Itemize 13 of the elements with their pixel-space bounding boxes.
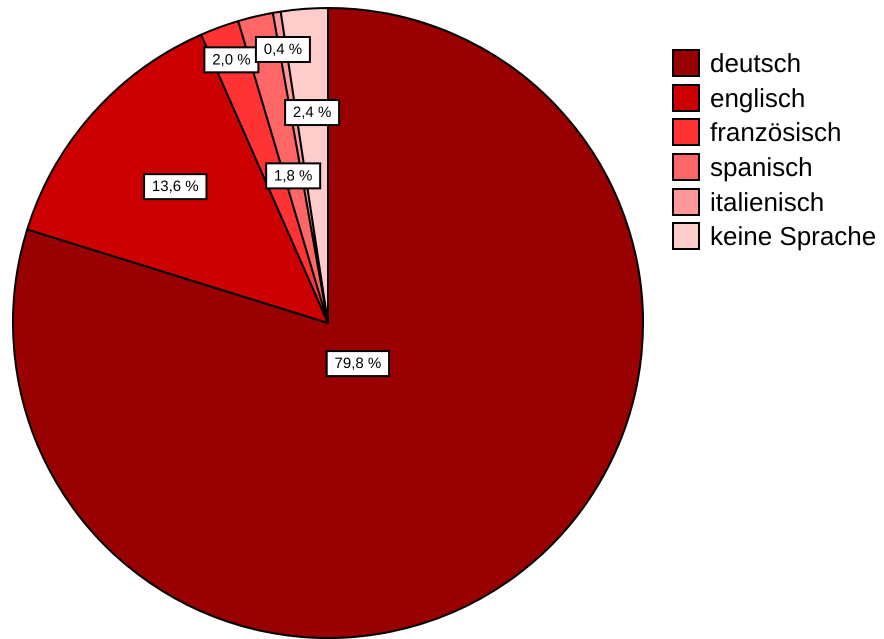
- data-label: 79,8 %: [334, 355, 382, 372]
- data-label: 13,6 %: [152, 178, 199, 196]
- data-label: 2,4 %: [292, 104, 332, 122]
- legend-label: französisch: [710, 117, 842, 148]
- data-label: 2,0 %: [212, 51, 251, 68]
- legend-label: keine Sprache: [710, 221, 876, 252]
- data-label: 1,8 %: [274, 167, 312, 184]
- pie-slice: [12, 7, 644, 639]
- legend-label: englisch: [710, 82, 806, 113]
- legend-label: deutsch: [710, 48, 802, 78]
- legend-label: italienisch: [710, 186, 824, 217]
- legend-label: spanisch: [710, 152, 813, 182]
- data-label: 0,4 %: [264, 40, 302, 58]
